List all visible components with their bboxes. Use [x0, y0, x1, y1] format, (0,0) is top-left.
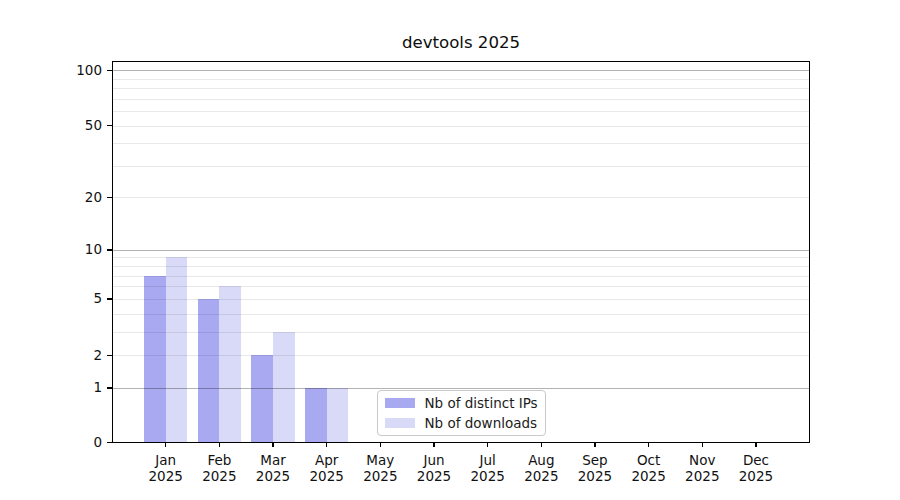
x-tick-mark-jan — [165, 442, 166, 447]
legend-label: Nb of distinct IPs — [425, 395, 538, 411]
x-tick-mark-sep — [594, 442, 595, 447]
x-tick-mark-may — [380, 442, 381, 447]
x-tick-mark-oct — [648, 442, 649, 447]
legend-item-downloads: Nb of downloads — [385, 415, 545, 431]
x-tick-mark-jun — [433, 442, 434, 447]
x-tick-label-dec: Dec2025 — [724, 452, 788, 484]
x-tick-year: 2025 — [724, 468, 788, 484]
legend-item-distinct-ips: Nb of distinct IPs — [385, 395, 545, 411]
x-tick-mark-feb — [219, 442, 220, 447]
x-tick-mark-nov — [702, 442, 703, 447]
x-tick-mark-aug — [541, 442, 542, 447]
legend-label: Nb of downloads — [425, 415, 538, 431]
legend: Nb of distinct IPs Nb of downloads — [377, 390, 546, 436]
x-tick-mark-dec — [755, 442, 756, 447]
legend-swatch — [385, 398, 415, 408]
x-tick-mark-apr — [326, 442, 327, 447]
x-tick-mark-mar — [272, 442, 273, 447]
legend-swatch — [385, 418, 415, 428]
x-tick-mark-jul — [487, 442, 488, 447]
chart-figure: devtools 2025 0125102050100 Jan2025Feb20… — [0, 0, 900, 500]
x-tick-month: Dec — [724, 452, 788, 468]
